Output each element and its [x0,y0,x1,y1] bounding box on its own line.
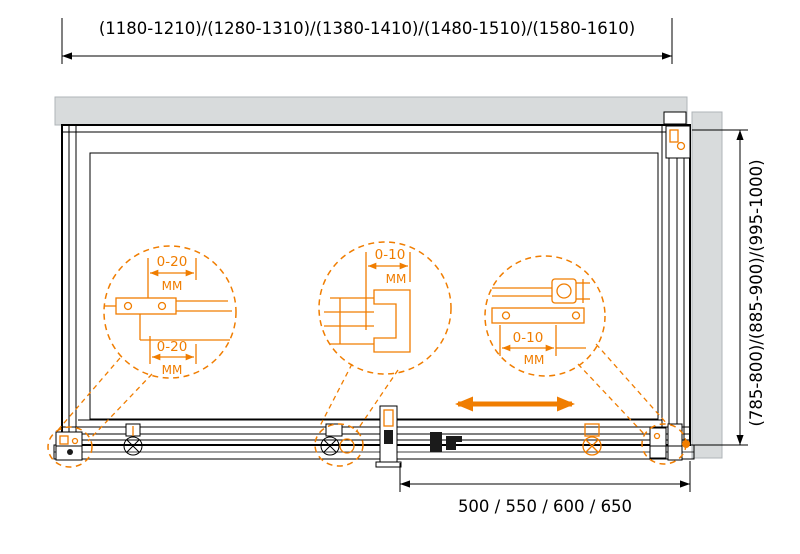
detail-callout-middle [314,363,399,467]
top-wall [54,96,688,126]
right-height-dimension: (785-800)/(885-900)/(995-1000) [692,129,766,446]
left-detail-top-unit: ММ [162,279,183,293]
center-door-profile [375,405,402,468]
top-width-dimension: (1180-1210)/(1280-1310)/(1380-1410)/(148… [61,18,673,64]
detail-callout-right [577,343,687,465]
detail-circle-left: 0-20 ММ 0-20 ММ [103,245,237,379]
left-wall-profile [68,125,77,445]
left-corner-bracket [55,431,83,461]
door-guide-brackets [430,432,462,452]
glass-panel [89,152,659,420]
right-detail-value: 0-10 [513,330,544,346]
detail-circle-middle: 0-10 ММ [318,241,452,375]
left-detail-bottom-unit: ММ [162,363,183,377]
detail-callout-left [47,357,153,468]
middle-detail-unit: ММ [386,272,407,286]
left-detail-bottom-value: 0-20 [157,339,188,355]
left-detail-top-value: 0-20 [157,254,188,270]
detail-circle-right: 0-10 ММ [484,255,606,377]
right-detail-unit: ММ [524,353,545,367]
bottom-width-dimension: 500 / 550 / 600 / 650 [399,461,691,516]
enclosure-frame [61,111,691,446]
right-height-label: (785-800)/(885-900)/(995-1000) [747,159,766,426]
right-corner-bracket [649,423,690,461]
top-right-bracket [663,111,691,159]
right-wall [691,111,723,459]
middle-detail-value: 0-10 [375,247,406,263]
bottom-width-label: 500 / 550 / 600 / 650 [458,497,632,516]
roller-left [123,423,143,456]
roller-pair-middle [320,423,355,456]
roller-right [582,423,602,456]
top-width-label: (1180-1210)/(1280-1310)/(1380-1410)/(148… [99,19,635,38]
right-panel-stile [661,125,685,445]
